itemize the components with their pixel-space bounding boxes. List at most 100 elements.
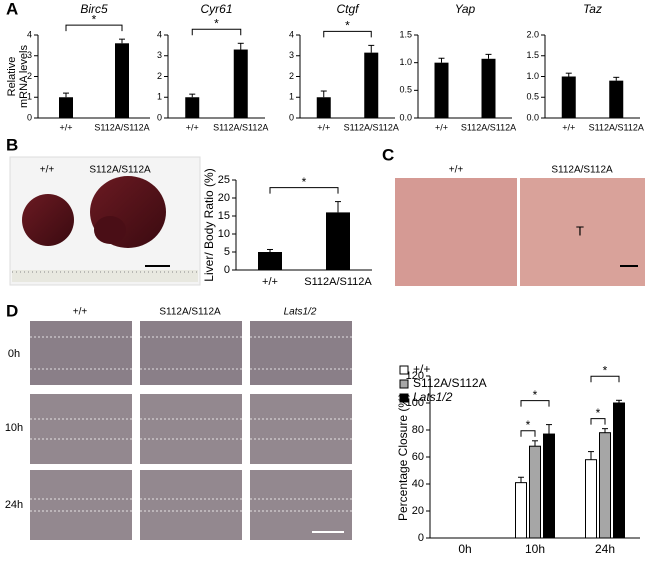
- panel-label: A: [6, 0, 18, 18]
- significance-label: *: [533, 388, 538, 402]
- y-tick-label: 1.0: [399, 57, 412, 67]
- x-tick-label: 0h: [458, 542, 471, 556]
- column-label: +/+: [73, 307, 88, 318]
- y-tick-label: 20: [412, 505, 424, 517]
- y-tick-label: 4: [157, 29, 162, 39]
- y-tick-label: 2: [27, 71, 32, 81]
- bar: [585, 459, 597, 539]
- photo-label: +/+: [449, 165, 464, 176]
- x-tick-label: 24h: [595, 542, 615, 556]
- bar: [434, 62, 449, 118]
- bar: [258, 252, 282, 270]
- y-tick-label: 20: [218, 192, 230, 204]
- x-tick-label: +/+: [186, 122, 199, 132]
- y-tick-label: 100: [406, 397, 424, 409]
- x-tick-label: 10h: [525, 542, 545, 556]
- y-tick-label: 60: [412, 451, 424, 463]
- significance-bracket: [520, 430, 536, 437]
- y-tick-label: 3: [27, 50, 32, 60]
- x-tick-label: +/+: [435, 122, 448, 132]
- bar: [515, 482, 527, 539]
- y-tick-label: 4: [289, 29, 294, 39]
- y-tick-label: 10: [218, 228, 230, 240]
- photo-label: +/+: [40, 165, 55, 176]
- bar: [481, 58, 496, 118]
- x-tick-label: S112A/S112A: [304, 276, 372, 288]
- x-tick-label: S112A/S112A: [461, 122, 516, 132]
- wound-photo: [140, 321, 242, 385]
- y-axis-label: Percentage Closure (%): [396, 393, 410, 521]
- wound-photos: [30, 321, 352, 540]
- tumor-label: T: [576, 223, 584, 238]
- significance-label: *: [345, 19, 350, 33]
- bar: [561, 76, 576, 118]
- y-tick-label: 120: [406, 370, 424, 382]
- x-tick-label: +/+: [317, 122, 330, 132]
- significance-bracket: [269, 187, 339, 194]
- bar: [59, 97, 73, 118]
- panel-label: B: [6, 135, 18, 154]
- y-tick-label: 80: [412, 424, 424, 436]
- wound-photo: [140, 470, 242, 540]
- legend-swatch: [399, 365, 409, 375]
- y-tick-label: 15: [218, 210, 230, 222]
- wound-photo: [30, 394, 132, 464]
- bar: [364, 52, 379, 119]
- significance-label: *: [214, 16, 219, 30]
- y-tick-label: 1.5: [526, 50, 539, 60]
- legend-label: +/+: [413, 362, 430, 376]
- y-tick-label: 1: [157, 92, 162, 102]
- significance-bracket: [323, 30, 372, 38]
- wound-photo: [250, 321, 352, 385]
- y-axis-label: mRNA levels: [18, 45, 30, 108]
- histology-photo: [520, 178, 645, 286]
- chart-title: Yap: [455, 2, 476, 16]
- panel-label: D: [6, 301, 18, 320]
- chart-title: Cyr61: [200, 2, 232, 16]
- y-tick-label: 1: [289, 92, 294, 102]
- x-tick-label: S112A/S112A: [589, 122, 644, 132]
- x-tick-label: +/+: [262, 276, 278, 288]
- photo-label: S112A/S112A: [551, 165, 613, 176]
- x-tick-label: S112A/S112A: [213, 122, 268, 132]
- significance-label: *: [526, 418, 531, 432]
- wound-photo: [30, 470, 132, 540]
- legend-label: S112A/S112A: [413, 376, 487, 390]
- bar: [529, 445, 541, 539]
- y-tick-label: 5: [224, 246, 230, 258]
- x-tick-label: S112A/S112A: [344, 122, 399, 132]
- significance-label: *: [596, 406, 601, 420]
- wound-photo: [30, 321, 132, 385]
- y-tick-label: 1.5: [399, 29, 412, 39]
- bar: [316, 97, 331, 118]
- y-tick-label: 4: [27, 29, 32, 39]
- legend-swatch: [399, 379, 409, 389]
- x-tick-label: +/+: [562, 122, 575, 132]
- y-tick-label: 0: [289, 112, 294, 122]
- bar: [326, 212, 350, 270]
- y-tick-label: 40: [412, 478, 424, 490]
- significance-bracket: [65, 24, 123, 32]
- bar: [543, 433, 555, 539]
- panel-label: C: [382, 145, 394, 164]
- y-tick-label: 2: [157, 71, 162, 81]
- row-label: 0h: [8, 348, 20, 360]
- significance-label: *: [302, 175, 307, 189]
- bar: [115, 43, 129, 118]
- chart-title: Taz: [583, 2, 602, 16]
- wound-photo: [250, 394, 352, 464]
- wound-photo: [250, 470, 352, 540]
- y-tick-label: 0: [224, 264, 230, 276]
- y-axis-label: Relative: [6, 57, 18, 97]
- row-label: 10h: [5, 422, 23, 434]
- y-tick-label: 1.0: [526, 71, 539, 81]
- y-tick-label: 1: [27, 92, 32, 102]
- column-label: S112A/S112A: [159, 307, 221, 318]
- y-tick-label: 25: [218, 174, 230, 186]
- significance-label: *: [603, 363, 608, 377]
- y-tick-label: 0.0: [526, 112, 539, 122]
- y-tick-label: 0: [27, 112, 32, 122]
- bar: [609, 80, 624, 118]
- bar: [233, 49, 248, 118]
